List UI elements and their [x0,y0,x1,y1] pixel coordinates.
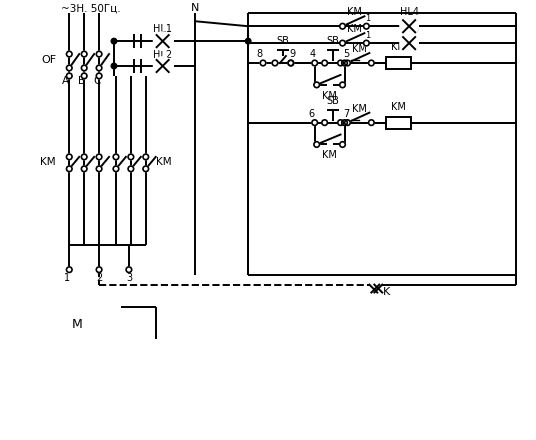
Text: ~3Н. 50Гц.: ~3Н. 50Гц. [61,4,121,13]
Text: KM: KM [391,42,406,52]
Circle shape [342,120,347,125]
Text: 4: 4 [310,49,316,59]
Circle shape [66,154,72,160]
Circle shape [369,60,374,66]
Bar [386,57,411,69]
Circle shape [66,65,72,71]
Text: SB: SB [277,36,289,46]
Circle shape [322,60,327,66]
Text: KM: KM [352,104,367,114]
Circle shape [113,154,119,160]
Text: B: B [78,76,85,86]
Text: KM: KM [322,91,337,101]
Text: 1: 1 [364,31,370,40]
Circle shape [66,73,72,79]
Circle shape [400,17,418,35]
Circle shape [66,51,72,57]
Circle shape [66,166,72,172]
Text: C: C [93,76,101,86]
Circle shape [245,38,251,44]
Circle shape [126,267,132,272]
Circle shape [345,120,351,125]
Text: M: M [72,318,83,331]
Bar [386,117,411,128]
Circle shape [340,23,345,29]
Circle shape [128,154,133,160]
Circle shape [322,120,327,125]
Circle shape [312,60,317,66]
Text: HL1: HL1 [153,24,172,34]
Text: HL3: HL3 [400,24,419,34]
Text: KM: KM [322,150,337,161]
Circle shape [154,57,172,75]
Text: 1: 1 [364,14,370,23]
Circle shape [340,82,345,88]
Text: A: A [62,76,69,86]
Circle shape [128,166,133,172]
Circle shape [154,32,172,50]
Circle shape [96,65,102,71]
Circle shape [96,73,102,79]
Text: HL4: HL4 [400,7,419,17]
Circle shape [96,154,102,160]
Text: K: K [383,286,390,297]
Text: KM: KM [347,24,362,34]
Circle shape [143,154,148,160]
Circle shape [111,38,117,44]
Circle shape [260,60,266,66]
Text: 3: 3 [126,273,132,282]
Text: KM: KM [352,44,367,54]
Text: KM: KM [156,158,172,167]
Circle shape [363,23,369,29]
Circle shape [312,120,317,125]
Circle shape [363,40,369,46]
Circle shape [96,51,102,57]
Text: N: N [191,4,199,13]
Circle shape [340,142,345,147]
Circle shape [288,60,294,66]
Circle shape [338,60,344,66]
Text: 6: 6 [309,109,315,119]
Circle shape [345,60,351,66]
Circle shape [314,82,319,88]
Text: KM: KM [347,7,362,17]
Text: 1: 1 [64,273,70,282]
Circle shape [81,73,87,79]
Circle shape [96,166,102,172]
Circle shape [81,65,87,71]
Circle shape [369,120,374,125]
Text: KM: KM [40,158,55,167]
Circle shape [340,40,345,46]
Circle shape [113,166,119,172]
Circle shape [338,120,344,125]
Text: 5: 5 [344,49,349,59]
Text: KM: KM [391,102,406,112]
Circle shape [81,51,87,57]
Text: HL2: HL2 [153,50,172,60]
Circle shape [81,154,87,160]
Text: OF: OF [42,55,57,65]
Circle shape [111,63,117,69]
Circle shape [143,166,148,172]
Circle shape [314,142,319,147]
Text: 7: 7 [344,109,349,119]
Text: 2: 2 [96,273,102,282]
Circle shape [81,166,87,172]
Circle shape [272,60,278,66]
Circle shape [288,60,294,66]
Text: SB: SB [326,36,339,46]
Circle shape [74,302,118,346]
Text: SB: SB [326,96,339,106]
Circle shape [400,34,418,52]
Circle shape [96,267,102,272]
Circle shape [66,267,72,272]
Circle shape [342,60,347,66]
Text: 8: 8 [256,49,262,59]
Text: 9: 9 [290,49,296,59]
